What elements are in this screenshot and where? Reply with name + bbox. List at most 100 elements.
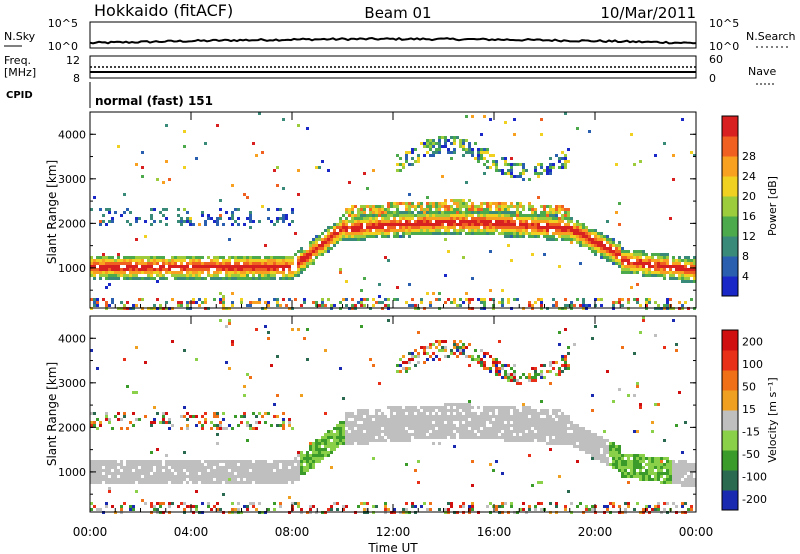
velocity-cell (309, 442, 312, 445)
velocity-cell (111, 460, 114, 463)
power-cell (339, 229, 342, 232)
power-cell (474, 205, 477, 208)
power-cell (405, 301, 408, 304)
velocity-ytick-label: 3000 (58, 377, 86, 390)
power-cell (360, 217, 363, 220)
power-cell (222, 256, 225, 259)
velocity-cell (444, 340, 447, 343)
power-cell (522, 220, 525, 223)
velocity-cell (201, 475, 204, 478)
beam-title: Beam 01 (364, 4, 431, 22)
power-cell (441, 205, 444, 208)
power-cell (264, 271, 267, 274)
velocity-cell (159, 481, 162, 484)
velocity-cell (372, 424, 375, 427)
velocity-cell (441, 418, 444, 421)
velocity-cell (210, 475, 213, 478)
power-cell (612, 304, 615, 307)
velocity-cell (126, 475, 129, 478)
power-cell (279, 256, 282, 259)
velocity-cell (546, 370, 549, 373)
velocity-cell (639, 469, 642, 472)
power-cell (594, 235, 597, 238)
velocity-cell (390, 439, 393, 442)
velocity-cell (90, 424, 93, 427)
velocity-cell (429, 409, 432, 412)
velocity-cell (651, 469, 654, 472)
velocity-cell (528, 436, 531, 439)
velocity-cell (357, 427, 360, 430)
velocity-cell (621, 454, 624, 457)
power-cell (402, 223, 405, 226)
velocity-cell (141, 478, 144, 481)
velocity-cell (453, 427, 456, 430)
velocity-cell (687, 469, 690, 472)
power-cell (168, 271, 171, 274)
power-cell (453, 226, 456, 229)
power-cell (672, 274, 675, 277)
velocity-cell (459, 352, 462, 355)
power-cell (477, 154, 480, 157)
power-cell (591, 232, 594, 235)
power-cell (246, 256, 249, 259)
freq-strip: Freq. [MHz] 12 8 60 0 Nave (4, 53, 776, 85)
power-cell (96, 298, 99, 301)
power-cell (186, 304, 189, 307)
power-cell (267, 268, 270, 271)
velocity-cell (648, 460, 651, 463)
power-cell (369, 205, 372, 208)
velocity-colorbar-tick: -100 (742, 470, 767, 483)
velocity-cell (168, 460, 171, 463)
power-cell (459, 220, 462, 223)
power-cell (420, 226, 423, 229)
power-cell (447, 217, 450, 220)
power-cell (513, 229, 516, 232)
power-cell (519, 235, 522, 238)
velocity-cell (498, 505, 501, 508)
power-cell (273, 262, 276, 265)
velocity-cell (312, 460, 315, 463)
velocity-cell (666, 463, 669, 466)
velocity-cell (90, 460, 93, 463)
velocity-cell (594, 436, 597, 439)
power-cell (162, 268, 165, 271)
velocity-cell (231, 475, 234, 478)
velocity-cell (168, 463, 171, 466)
power-cell (627, 298, 630, 301)
power-cell (429, 223, 432, 226)
power-cell (561, 217, 564, 220)
power-cell (165, 262, 168, 265)
power-cell (483, 214, 486, 217)
velocity-cell (570, 502, 573, 505)
velocity-cell (213, 505, 216, 508)
velocity-cell (123, 472, 126, 475)
power-cell (333, 244, 336, 247)
velocity-cell (327, 508, 330, 511)
power-cell (438, 232, 441, 235)
power-cell (93, 265, 96, 268)
power-cell (180, 262, 183, 265)
power-cell (552, 226, 555, 229)
power-cell (552, 217, 555, 220)
power-cell (609, 259, 612, 262)
power-colorbar-tick: 20 (742, 190, 756, 203)
velocity-cell (498, 406, 501, 409)
velocity-cell (357, 433, 360, 436)
power-cell (132, 277, 135, 280)
power-cell (150, 268, 153, 271)
velocity-cell (435, 340, 438, 343)
power-cell (189, 274, 192, 277)
power-cell (561, 163, 564, 166)
power-cell (225, 277, 228, 280)
power-cell (642, 253, 645, 256)
velocity-cell (474, 358, 477, 361)
power-cell (420, 142, 423, 145)
power-cell (381, 217, 384, 220)
power-cell (636, 301, 639, 304)
velocity-cell (285, 463, 288, 466)
power-cell (276, 208, 279, 211)
velocity-cell (396, 430, 399, 433)
velocity-cell (423, 430, 426, 433)
velocity-cell (591, 454, 594, 457)
power-cell (237, 265, 240, 268)
